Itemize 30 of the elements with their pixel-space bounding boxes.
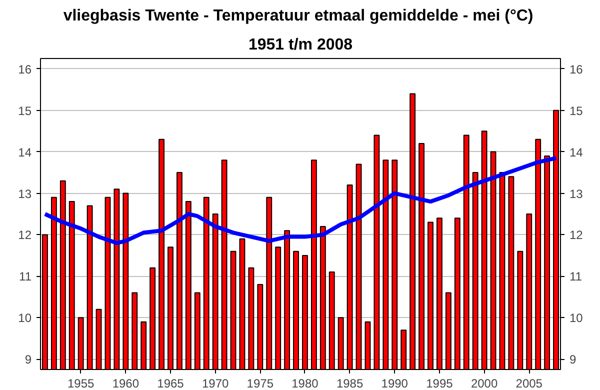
y-tick-label: 9 bbox=[24, 352, 32, 367]
chart-title: vliegbasis Twente - Temperatuur etmaal gemiddelde - mei (°C) bbox=[63, 8, 534, 24]
x-tick-label: 1960 bbox=[112, 376, 140, 390]
line-series bbox=[42, 156, 558, 246]
x-tick-label: 1980 bbox=[292, 376, 319, 390]
x-tick-label: 1990 bbox=[381, 376, 408, 390]
y-tick-label: 16 bbox=[18, 62, 32, 76]
y2-tick-label: 15 bbox=[570, 104, 584, 118]
y2-tick-label: 9 bbox=[570, 352, 576, 367]
x-tick-label: 1955 bbox=[67, 376, 95, 390]
y-tick-label: 14 bbox=[18, 145, 32, 160]
y-tick-label: 12 bbox=[18, 228, 32, 242]
y-tick-label: 10 bbox=[18, 311, 32, 326]
x-tick-label: 1975 bbox=[246, 376, 274, 390]
x-tick-label: 1970 bbox=[202, 376, 229, 390]
x-tick-label: 2000 bbox=[470, 376, 498, 390]
y2-tick-label: 11 bbox=[570, 270, 582, 284]
x-tick-label: 1985 bbox=[336, 376, 364, 390]
y2-tick-label: 13 bbox=[570, 186, 584, 201]
x-tick-label: 1995 bbox=[426, 376, 454, 390]
y2-tick-label: 14 bbox=[570, 145, 584, 160]
y2-tick-label: 10 bbox=[570, 311, 584, 326]
y-tick-label: 15 bbox=[18, 104, 32, 118]
chart-subtitle: 1951 t/m 2008 bbox=[248, 36, 353, 54]
y2-tick-label: 12 bbox=[570, 228, 584, 242]
y-tick-label: 11 bbox=[19, 270, 32, 284]
x-tick-label: 1965 bbox=[157, 376, 184, 390]
y2-tick-label: 16 bbox=[570, 62, 584, 76]
x-tick-label: 2005 bbox=[516, 376, 543, 390]
y-tick-label: 13 bbox=[18, 186, 32, 201]
